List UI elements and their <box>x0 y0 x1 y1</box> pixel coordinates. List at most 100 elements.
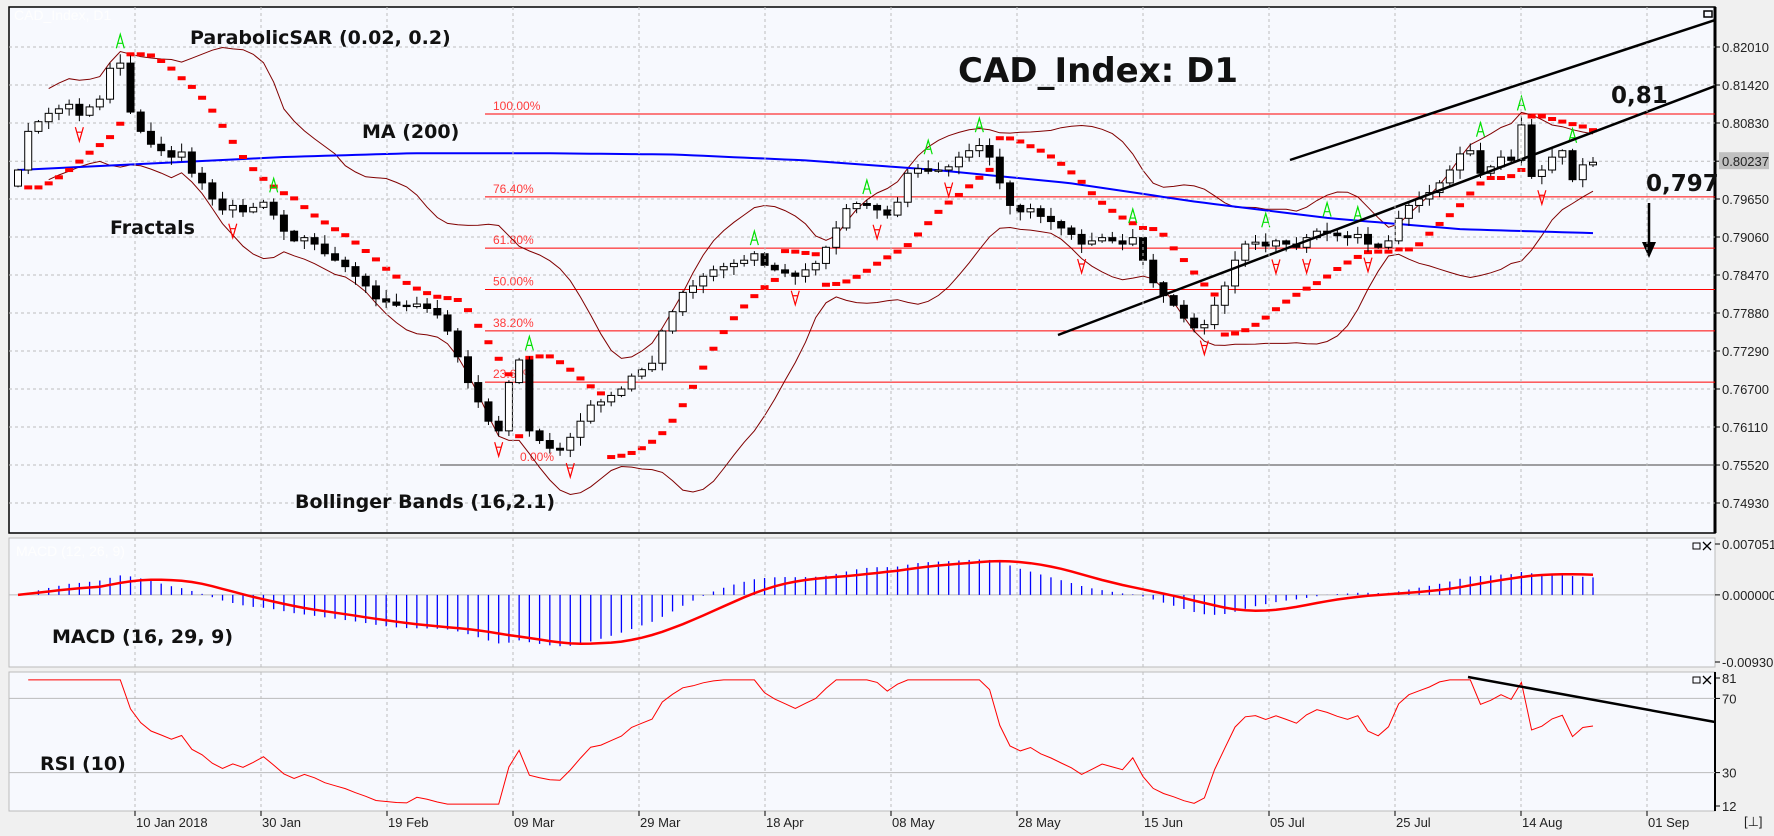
candle <box>167 145 176 165</box>
candle <box>177 143 186 162</box>
candle <box>852 201 861 214</box>
macd-tick-label: -0.00930 <box>1722 655 1773 670</box>
parabolic-sar-dot <box>1067 170 1076 175</box>
chart-caption: CAD_Index, D1 <box>14 7 111 23</box>
candle-body-bearish <box>1077 233 1086 245</box>
candle-body-bullish <box>65 103 74 110</box>
candle-body-bullish <box>944 166 953 171</box>
parabolic-sar-dot <box>1302 286 1311 291</box>
parabolic-sar-dot <box>729 316 738 321</box>
candle-body-bearish <box>146 130 155 145</box>
macd-caption: MACD (12, 26, 9) <box>16 543 125 559</box>
candle-body-bearish <box>545 440 554 449</box>
rsi-maximize-button[interactable] <box>1692 676 1701 684</box>
candle-body-bullish <box>1394 217 1403 242</box>
parabolic-sar-dot <box>1220 332 1229 337</box>
parabolic-sar-dot <box>1169 246 1178 251</box>
parabolic-sar-dot <box>44 181 53 186</box>
candle-body-bullish <box>893 201 902 216</box>
candle <box>914 164 922 178</box>
candle <box>740 254 749 267</box>
candle <box>1384 235 1393 250</box>
candle <box>545 432 554 454</box>
candle-body-bullish <box>106 67 115 100</box>
parabolic-sar-dot <box>699 365 708 370</box>
rsi-panel <box>8 671 1716 812</box>
fractal-down-arrow-icon <box>494 442 504 459</box>
price-tick-label: 0.76110 <box>1722 420 1768 435</box>
parabolic-sar-dot <box>954 192 963 197</box>
parabolic-sar-dot <box>862 268 871 273</box>
candle <box>443 310 452 335</box>
parabolic-sar-dot <box>648 439 657 444</box>
macd-maximize-button[interactable] <box>1692 542 1701 550</box>
candle <box>1169 294 1178 307</box>
candle <box>402 300 411 312</box>
candle-body-bearish <box>1333 232 1342 237</box>
candle <box>1537 165 1546 185</box>
fractal-up-arrow-icon <box>974 116 984 133</box>
fractal-down-arrow-icon <box>1077 258 1087 276</box>
candle <box>371 280 380 307</box>
fractal-down-arrow-icon <box>944 182 954 199</box>
candle <box>1507 149 1516 164</box>
candle-body-bullish <box>1210 304 1219 326</box>
candle <box>218 191 227 215</box>
candle <box>1558 149 1567 165</box>
candle <box>1251 234 1260 250</box>
candle <box>1353 226 1362 244</box>
candle <box>1568 148 1577 183</box>
price-tick-label: 0.79650 <box>1722 192 1769 207</box>
candle <box>126 55 135 115</box>
candle <box>95 95 104 111</box>
candle <box>1200 319 1209 335</box>
candle <box>1271 238 1280 254</box>
candle <box>1261 233 1270 253</box>
candle <box>699 273 708 294</box>
parabolic-sar-dot <box>116 121 125 126</box>
candle-body-bullish <box>1200 324 1209 329</box>
parabolic-sar-dot <box>290 196 299 201</box>
current-price-box <box>1719 152 1769 170</box>
price-tick-label: 0.74930 <box>1722 496 1769 511</box>
x-tick-label: 01 Sep <box>1648 815 1689 830</box>
candle <box>75 98 84 122</box>
axis-settings-button[interactable]: [⊥] <box>1744 814 1763 829</box>
parabolic-sar-dot <box>1087 191 1096 196</box>
candle-body-bearish <box>781 269 790 274</box>
candle-body-bullish <box>54 108 63 114</box>
candle-body-bearish <box>525 359 534 432</box>
candle-body-bullish <box>95 98 104 108</box>
parabolic-sar-dot <box>1343 260 1352 265</box>
candle-body-bearish <box>1036 208 1045 217</box>
candle <box>893 197 902 218</box>
parabolic-sar-dot <box>1384 249 1393 254</box>
parabolic-sar-dot <box>433 294 442 299</box>
candle-body-bullish <box>750 253 759 261</box>
parabolic-sar-dot <box>177 76 186 81</box>
candle <box>965 143 974 162</box>
candle-body-bullish <box>852 203 861 210</box>
parabolic-sar-dot <box>1026 144 1035 149</box>
parabolic-sar-dot <box>1036 148 1045 153</box>
candle <box>586 400 595 424</box>
main-price-panel <box>8 6 1716 534</box>
parabolic-sar-dot <box>1374 249 1383 254</box>
candle-body-bearish <box>1046 215 1055 223</box>
candle-body-bullish <box>586 404 595 422</box>
candle <box>228 199 237 218</box>
candle-body-bearish <box>198 172 207 184</box>
fractal-up-arrow-icon <box>923 138 933 155</box>
macd-label: MACD (16, 29, 9) <box>52 626 233 648</box>
candle-body-bullish <box>1445 169 1454 184</box>
maximize-chart-button[interactable] <box>1703 10 1713 18</box>
candle <box>1404 203 1413 226</box>
fractal-down-arrow-icon <box>872 224 882 241</box>
rsi-close-icon[interactable] <box>1702 675 1712 685</box>
parabolic-sar-dot <box>914 232 922 237</box>
candle <box>832 221 841 255</box>
candle-body-bearish <box>208 182 217 200</box>
macd-close-icon[interactable] <box>1702 541 1712 551</box>
rsi-tick-label: 30 <box>1722 766 1736 781</box>
parabolic-sar-dot <box>1589 128 1597 133</box>
